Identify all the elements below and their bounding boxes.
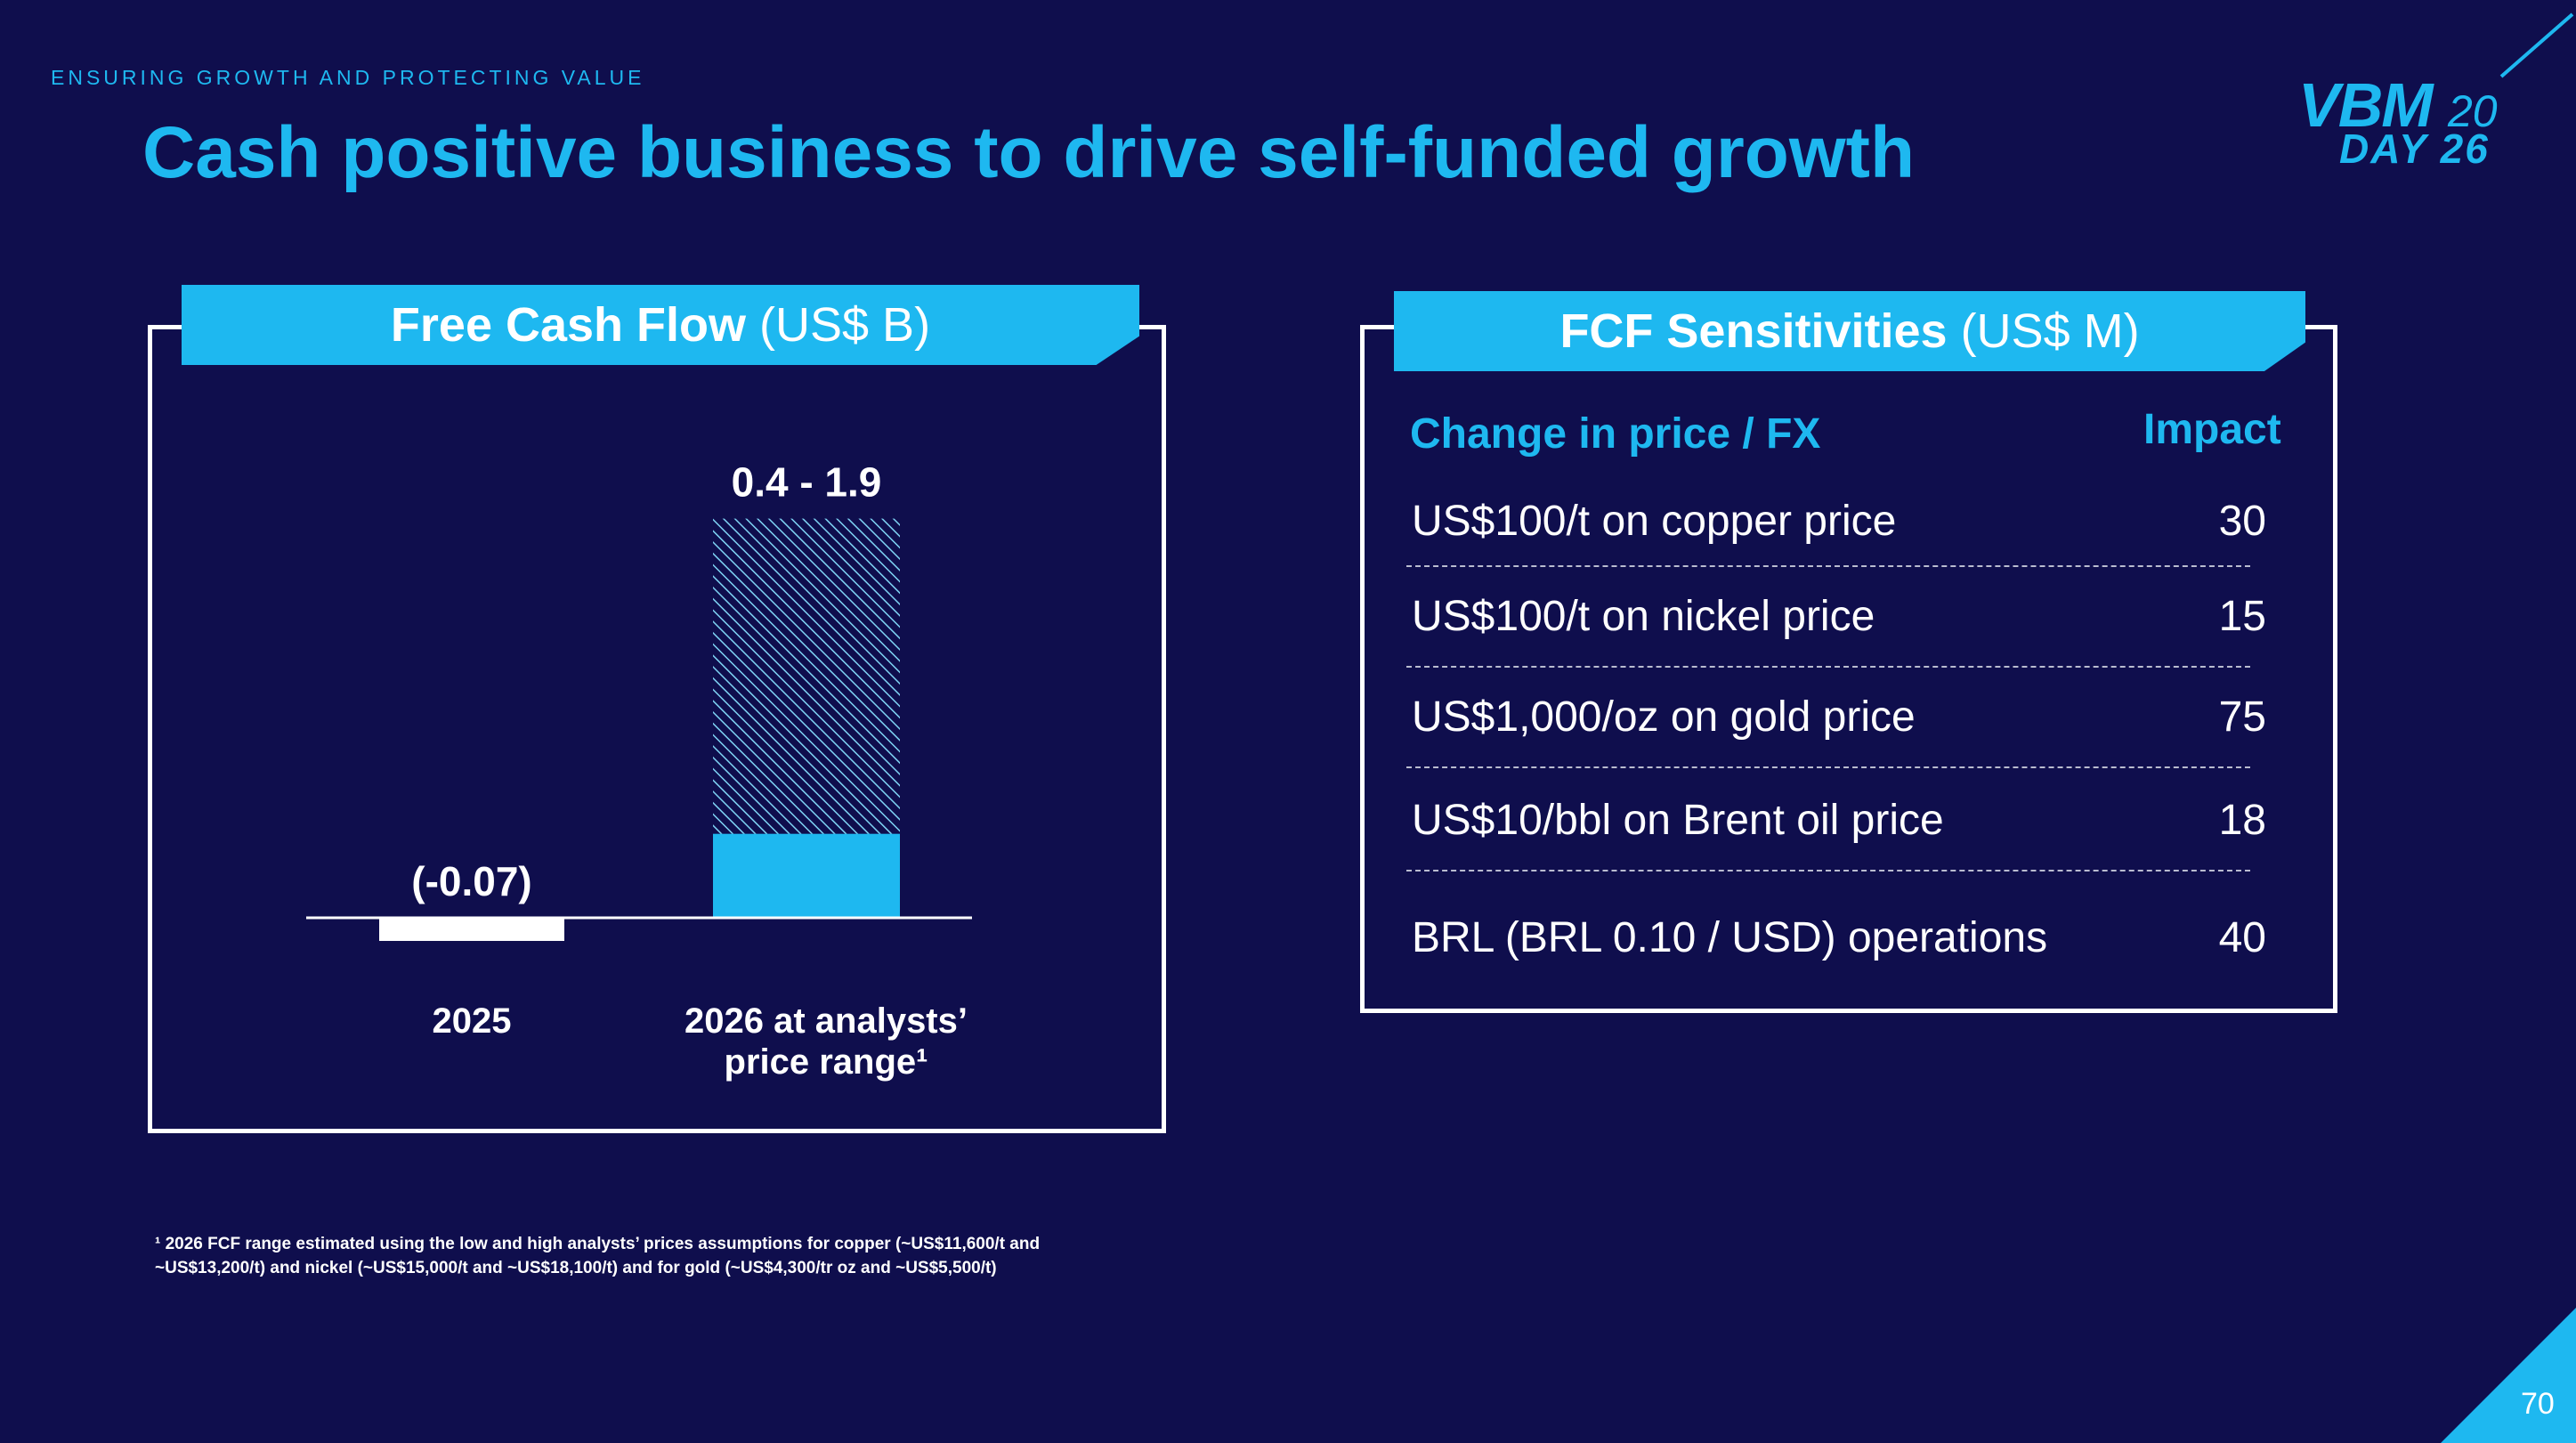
sensitivity-impact: 18: [2218, 797, 2266, 844]
bar-2026-range-hatch: [713, 518, 900, 834]
sensitivity-impact: 30: [2218, 498, 2266, 545]
footnote-line: ~US$13,200/t) and nickel (~US$15,000/t a…: [155, 1259, 997, 1277]
sensitivity-impact: 75: [2218, 693, 2266, 741]
sensitivity-row: US$100/t on copper price 30: [1412, 497, 2266, 550]
fcf-chart-title: Free Cash Flow: [390, 298, 747, 352]
sensitivity-label: US$1,000/oz on gold price: [1412, 693, 1916, 741]
logo-accent-line: [2499, 12, 2574, 78]
page-title: Cash positive business to drive self-fun…: [142, 112, 1916, 193]
row-divider: [1406, 666, 2250, 668]
logo-brand: VBM: [2298, 70, 2434, 140]
sensitivity-impact: 15: [2218, 593, 2266, 640]
bar-2026-low-end: [713, 833, 900, 918]
bar-2025-value: [379, 918, 564, 941]
sensitivity-label: US$100/t on copper price: [1412, 498, 1897, 545]
row-divider: [1406, 870, 2250, 871]
column-header-impact: Impact: [2143, 406, 2281, 453]
fcf-chart-unit: (US$ B): [746, 298, 931, 352]
sensitivity-row: US$100/t on nickel price 15: [1412, 592, 2266, 645]
category-label: 2026 at analysts’: [685, 1001, 968, 1041]
sensitivity-row: US$10/bbl on Brent oil price 18: [1412, 796, 2266, 849]
sensitivity-row: BRL (BRL 0.10 / USD) operations 40: [1412, 913, 2266, 967]
column-header-change: Change in price / FX: [1410, 410, 1821, 458]
sensitivities-title: FCF Sensitivities: [1559, 304, 1948, 358]
category-label: 2025: [433, 1001, 512, 1041]
footnote-line: ¹ 2026 FCF range estimated using the low…: [155, 1235, 1041, 1253]
logo-day-line: DAY 26: [2339, 126, 2490, 172]
fcf-sensitivities-tab: FCF Sensitivities (US$ M): [1394, 291, 2305, 371]
footnote: ¹ 2026 FCF range estimated using the low…: [155, 1232, 1187, 1280]
logo-year-part: 20: [2448, 86, 2498, 136]
vbm-day-logo: VBM 20 DAY 26: [2288, 69, 2510, 176]
category-label: price range¹: [725, 1042, 928, 1082]
sensitivity-label: US$100/t on nickel price: [1412, 593, 1875, 640]
fcf-chart-tab: Free Cash Flow (US$ B): [182, 285, 1139, 365]
sensitivity-label: BRL (BRL 0.10 / USD) operations: [1412, 914, 2048, 961]
page-number: 70: [2521, 1387, 2555, 1421]
row-divider: [1406, 766, 2250, 768]
sensitivities-unit: (US$ M): [1947, 304, 2140, 358]
data-label: (-0.07): [411, 858, 531, 904]
sensitivity-label: US$10/bbl on Brent oil price: [1412, 797, 1944, 844]
row-divider: [1406, 565, 2250, 567]
sensitivity-impact: 40: [2218, 914, 2266, 961]
section-kicker: ENSURING GROWTH AND PROTECTING VALUE: [51, 66, 645, 89]
sensitivity-row: US$1,000/oz on gold price 75: [1412, 693, 2266, 746]
data-label: 0.4 - 1.9: [732, 459, 882, 506]
